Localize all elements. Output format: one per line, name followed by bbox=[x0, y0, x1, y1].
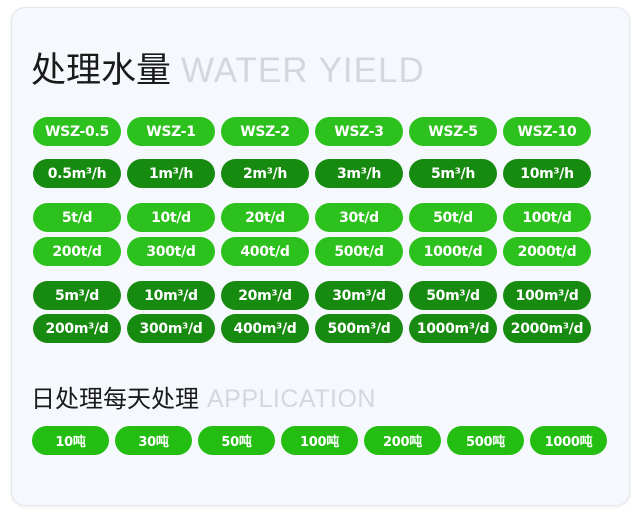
spec-pill[interactable]: WSZ-3 bbox=[315, 117, 403, 146]
spec-pill[interactable]: WSZ-0.5 bbox=[33, 117, 121, 146]
spec-pill[interactable]: 200m³/d bbox=[33, 314, 121, 343]
spec-pill[interactable]: 10m³/h bbox=[503, 159, 591, 188]
spec-pill[interactable]: 100t/d bbox=[503, 203, 591, 232]
spec-pill[interactable]: 3m³/h bbox=[315, 159, 403, 188]
title-en: WATER YIELD bbox=[181, 51, 425, 90]
cubic-row-a: 5m³/d 10m³/d 20m³/d 30m³/d 50m³/d 100m³/d bbox=[33, 281, 591, 310]
spec-pill[interactable]: 50t/d bbox=[409, 203, 497, 232]
spec-pill[interactable]: 5t/d bbox=[33, 203, 121, 232]
spec-pill[interactable]: 10吨 bbox=[32, 426, 109, 455]
spec-pill[interactable]: 500吨 bbox=[447, 426, 524, 455]
hourly-row: 0.5m³/h 1m³/h 2m³/h 3m³/h 5m³/h 10m³/h bbox=[33, 159, 591, 188]
spec-pill[interactable]: 5m³/d bbox=[33, 281, 121, 310]
spec-pill[interactable]: 30t/d bbox=[315, 203, 403, 232]
spec-pill[interactable]: 1000t/d bbox=[409, 237, 497, 266]
spec-pill[interactable]: 50吨 bbox=[198, 426, 275, 455]
spec-pill[interactable]: 30吨 bbox=[115, 426, 192, 455]
spec-pill[interactable]: 1000吨 bbox=[530, 426, 607, 455]
spec-pill[interactable]: WSZ-5 bbox=[409, 117, 497, 146]
spec-pill[interactable]: 2000t/d bbox=[503, 237, 591, 266]
spec-pill[interactable]: WSZ-10 bbox=[503, 117, 591, 146]
spec-pill[interactable]: 500m³/d bbox=[315, 314, 403, 343]
application-title-en: APPLICATION bbox=[207, 385, 376, 413]
spec-pill[interactable]: 400t/d bbox=[221, 237, 309, 266]
section-title: 处理水量 WATER YIELD bbox=[31, 42, 425, 93]
spec-pill[interactable]: WSZ-2 bbox=[221, 117, 309, 146]
spec-pill[interactable]: 20t/d bbox=[221, 203, 309, 232]
tons-row-a: 5t/d 10t/d 20t/d 30t/d 50t/d 100t/d bbox=[33, 203, 591, 232]
spec-pill[interactable]: 10t/d bbox=[127, 203, 215, 232]
application-row: 10吨 30吨 50吨 100吨 200吨 500吨 1000吨 bbox=[32, 426, 607, 455]
spec-pill[interactable]: 100m³/d bbox=[503, 281, 591, 310]
spec-pill[interactable]: 50m³/d bbox=[409, 281, 497, 310]
spec-pill[interactable]: 1m³/h bbox=[127, 159, 215, 188]
spec-pill[interactable]: WSZ-1 bbox=[127, 117, 215, 146]
spec-pill[interactable]: 2000m³/d bbox=[503, 314, 591, 343]
spec-pill[interactable]: 300m³/d bbox=[127, 314, 215, 343]
spec-pill[interactable]: 0.5m³/h bbox=[33, 159, 121, 188]
spec-pill[interactable]: 5m³/h bbox=[409, 159, 497, 188]
spec-pill[interactable]: 20m³/d bbox=[221, 281, 309, 310]
cubic-row-b: 200m³/d 300m³/d 400m³/d 500m³/d 1000m³/d 2000… bbox=[33, 314, 591, 343]
spec-pill[interactable]: 300t/d bbox=[127, 237, 215, 266]
spec-pill[interactable]: 100吨 bbox=[281, 426, 358, 455]
application-title-cn: 日处理每天处理 bbox=[31, 385, 199, 413]
tons-row-b: 200t/d 300t/d 400t/d 500t/d 1000t/d 2000t/d bbox=[33, 237, 591, 266]
models-row: WSZ-0.5 WSZ-1 WSZ-2 WSZ-3 WSZ-5 WSZ-10 bbox=[33, 117, 591, 146]
spec-pill[interactable]: 2m³/h bbox=[221, 159, 309, 188]
spec-pill[interactable]: 200t/d bbox=[33, 237, 121, 266]
spec-pill[interactable]: 200吨 bbox=[364, 426, 441, 455]
title-cn: 处理水量 bbox=[31, 51, 172, 91]
application-title: 日处理每天处理 APPLICATION bbox=[31, 379, 376, 414]
spec-pill[interactable]: 400m³/d bbox=[221, 314, 309, 343]
spec-pill[interactable]: 30m³/d bbox=[315, 281, 403, 310]
spec-pill[interactable]: 500t/d bbox=[315, 237, 403, 266]
spec-pill[interactable]: 10m³/d bbox=[127, 281, 215, 310]
spec-pill[interactable]: 1000m³/d bbox=[409, 314, 497, 343]
